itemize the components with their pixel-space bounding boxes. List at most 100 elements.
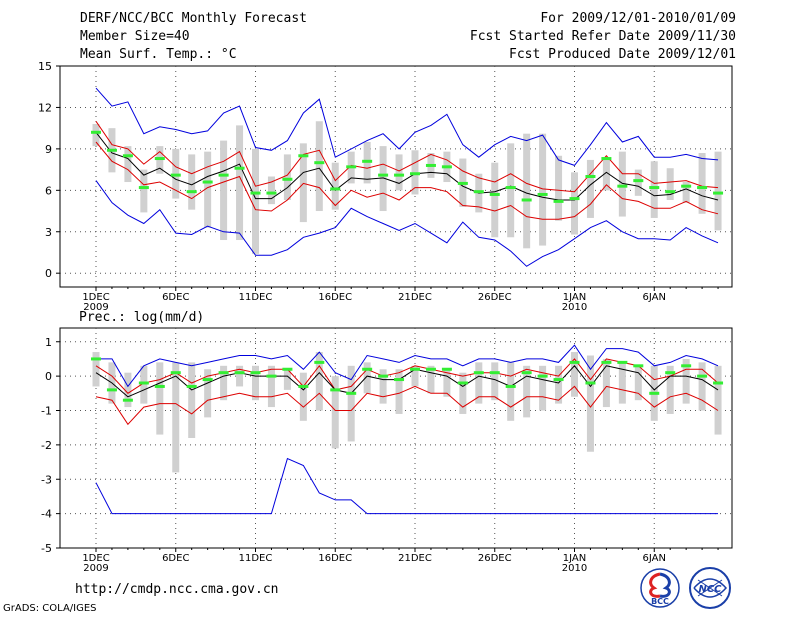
precip-ytick-label: -2	[41, 439, 52, 452]
temp-median-mark	[425, 163, 436, 167]
temp-box	[491, 162, 499, 238]
precip-xtick-label: 21DEC	[398, 553, 432, 564]
precip-median-mark	[186, 384, 197, 388]
precip-box	[459, 372, 467, 414]
temp-box	[299, 143, 307, 223]
precip-box	[347, 365, 355, 442]
temp-box	[634, 169, 642, 196]
temp-median-mark	[362, 159, 373, 163]
temp-xtick-label: 6DEC	[162, 292, 189, 303]
temp-ytick-label: 12	[38, 101, 52, 114]
temp-median-mark	[665, 190, 676, 194]
precip-xtick-label: 1DEC	[82, 553, 109, 564]
precip-title: Prec.: log(mm/d)	[79, 310, 205, 325]
precip-median-mark	[202, 378, 213, 382]
precip-median-mark	[441, 367, 452, 371]
temp-plot-frame	[59, 65, 733, 288]
temp-median-mark	[122, 154, 133, 158]
temp-ytick-label: 6	[45, 184, 52, 197]
precip-median-mark	[521, 371, 532, 375]
precip-box	[252, 365, 259, 401]
precip-ytick-label: -1	[41, 405, 52, 418]
precip-mean-line	[95, 365, 719, 398]
precip-median-mark	[170, 371, 181, 375]
temp-box	[539, 133, 547, 246]
temp-box	[220, 140, 228, 241]
precip-median-mark	[394, 378, 405, 382]
temp-median-mark	[697, 186, 708, 190]
temp-median-mark	[234, 166, 245, 170]
temp-box	[523, 133, 531, 249]
temp-box	[267, 176, 275, 205]
precip-box	[666, 365, 674, 414]
temp-box	[395, 154, 403, 191]
precip-max-line	[96, 344, 719, 388]
precip-median-mark	[106, 388, 117, 392]
precip-box	[395, 369, 403, 414]
precip-median-mark	[378, 374, 389, 378]
temp-xtick-label: 21DEC	[398, 292, 432, 303]
precip-median-mark	[266, 374, 277, 378]
precip-median-mark	[298, 384, 309, 388]
precip-lower-line	[95, 385, 719, 426]
precip-box	[188, 362, 196, 438]
precip-median-mark	[122, 398, 133, 402]
temp-median-mark	[394, 173, 405, 177]
precip-median-mark	[633, 364, 644, 368]
precip-box	[283, 369, 291, 390]
precip-ytick-label: 0	[45, 370, 52, 383]
temp-median-mark	[266, 191, 277, 195]
temp-box	[331, 162, 339, 210]
precip-ytick-label: 1	[45, 336, 52, 349]
precip-median-mark	[346, 391, 357, 395]
precip-box	[475, 362, 483, 404]
precip-xtick-label: 6DEC	[162, 553, 189, 564]
precip-ytick-label: -4	[41, 508, 52, 521]
precip-box	[523, 365, 531, 418]
precip-box	[140, 365, 148, 404]
precip-median-mark	[665, 371, 676, 375]
temp-median-mark	[633, 179, 644, 183]
precip-median-mark	[585, 381, 596, 385]
bcc-logo: BCC	[640, 568, 680, 608]
precip-box	[172, 362, 180, 473]
precip-box	[299, 372, 307, 421]
bcc-logo-text: BCC	[651, 597, 669, 606]
temp-box	[682, 182, 690, 203]
precip-median-mark	[138, 381, 149, 385]
precip-median-mark	[649, 391, 660, 395]
precip-box	[714, 365, 722, 435]
temp-min-line	[95, 180, 719, 267]
precip-min-line	[95, 457, 718, 515]
precip-median-mark	[425, 367, 436, 371]
precip-box	[571, 352, 578, 397]
precip-box	[698, 362, 706, 411]
precip-median-mark	[234, 371, 245, 375]
variable-label: Mean Surf. Temp.: °C	[80, 47, 237, 62]
temp-ytick-label: 15	[38, 60, 52, 73]
precip-median-mark	[91, 357, 101, 361]
temp-median-mark	[617, 184, 628, 188]
temp-median-mark	[489, 192, 500, 196]
temp-box	[714, 151, 722, 231]
precip-box	[220, 365, 228, 401]
precip-xtick-label: 16DEC	[318, 553, 352, 564]
temp-box	[650, 161, 658, 218]
precip-box	[634, 365, 642, 401]
precip-median-mark	[681, 364, 692, 368]
precip-box	[379, 369, 387, 404]
temp-box	[140, 169, 148, 213]
precip-median-mark	[569, 360, 580, 364]
temp-box	[571, 172, 578, 235]
temp-ytick-label: 9	[45, 143, 52, 156]
temp-median-mark	[298, 154, 309, 158]
footer-url[interactable]: http://cmdp.ncc.cma.gov.cn	[75, 582, 279, 597]
precip-median-mark	[537, 374, 548, 378]
forecast-start-label: Fcst Started Refer Date 2009/11/30	[469, 29, 736, 44]
precip-median-mark	[713, 381, 724, 385]
precip-upper-line	[95, 358, 719, 394]
temp-box	[252, 148, 259, 254]
precip-median-mark	[617, 360, 628, 364]
precip-box	[602, 358, 610, 408]
temp-box	[379, 146, 387, 212]
